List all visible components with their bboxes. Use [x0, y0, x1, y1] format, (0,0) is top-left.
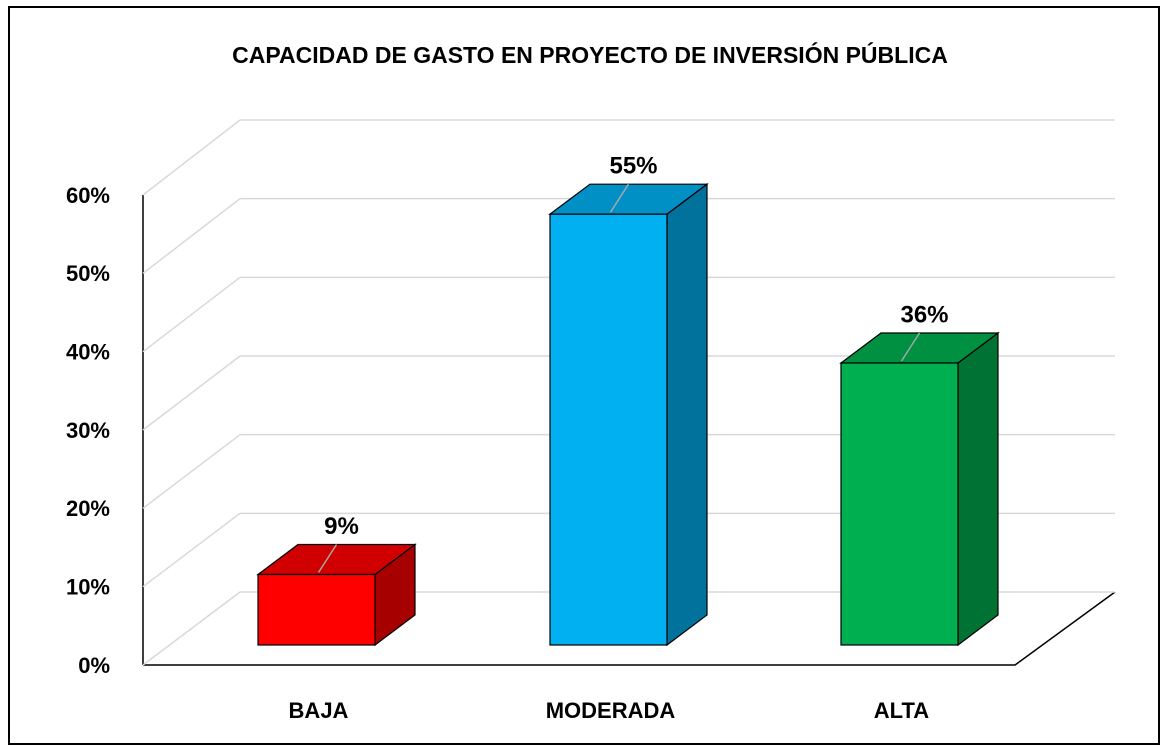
- x-tick-label: MODERADA: [546, 698, 676, 723]
- y-tick-label: 40%: [66, 339, 110, 364]
- chart-border: [8, 6, 1160, 745]
- floor: [143, 591, 1116, 666]
- value-label: 9%: [324, 513, 359, 540]
- x-tick-label: ALTA: [874, 698, 929, 723]
- y-tick-label: 30%: [66, 418, 110, 443]
- grid-line: [142, 276, 241, 353]
- label-leader: [317, 544, 338, 573]
- chart-title: CAPACIDAD DE GASTO EN PROYECTO DE INVERS…: [232, 41, 948, 68]
- label-leader: [900, 332, 921, 362]
- y-tick-label: 50%: [66, 261, 110, 286]
- grid-line: [142, 355, 241, 431]
- grid-line: [142, 198, 241, 274]
- bar: [840, 362, 959, 646]
- label-leader: [609, 183, 630, 213]
- bar: [257, 573, 376, 646]
- value-label: 36%: [900, 301, 948, 328]
- y-tick-label: 10%: [66, 574, 110, 599]
- y-tick-label: 60%: [66, 183, 110, 208]
- grid-line: [142, 591, 241, 666]
- grid-line: [142, 119, 241, 196]
- x-tick-label: BAJA: [289, 698, 349, 723]
- bar-side: [957, 331, 999, 647]
- value-label: 55%: [609, 153, 657, 180]
- grid-line: [142, 434, 241, 509]
- y-tick-label: 20%: [66, 496, 110, 521]
- grid-line: [142, 512, 241, 588]
- y-tick-label: 0%: [78, 653, 110, 678]
- bar-side: [666, 182, 708, 647]
- bar: [549, 213, 668, 646]
